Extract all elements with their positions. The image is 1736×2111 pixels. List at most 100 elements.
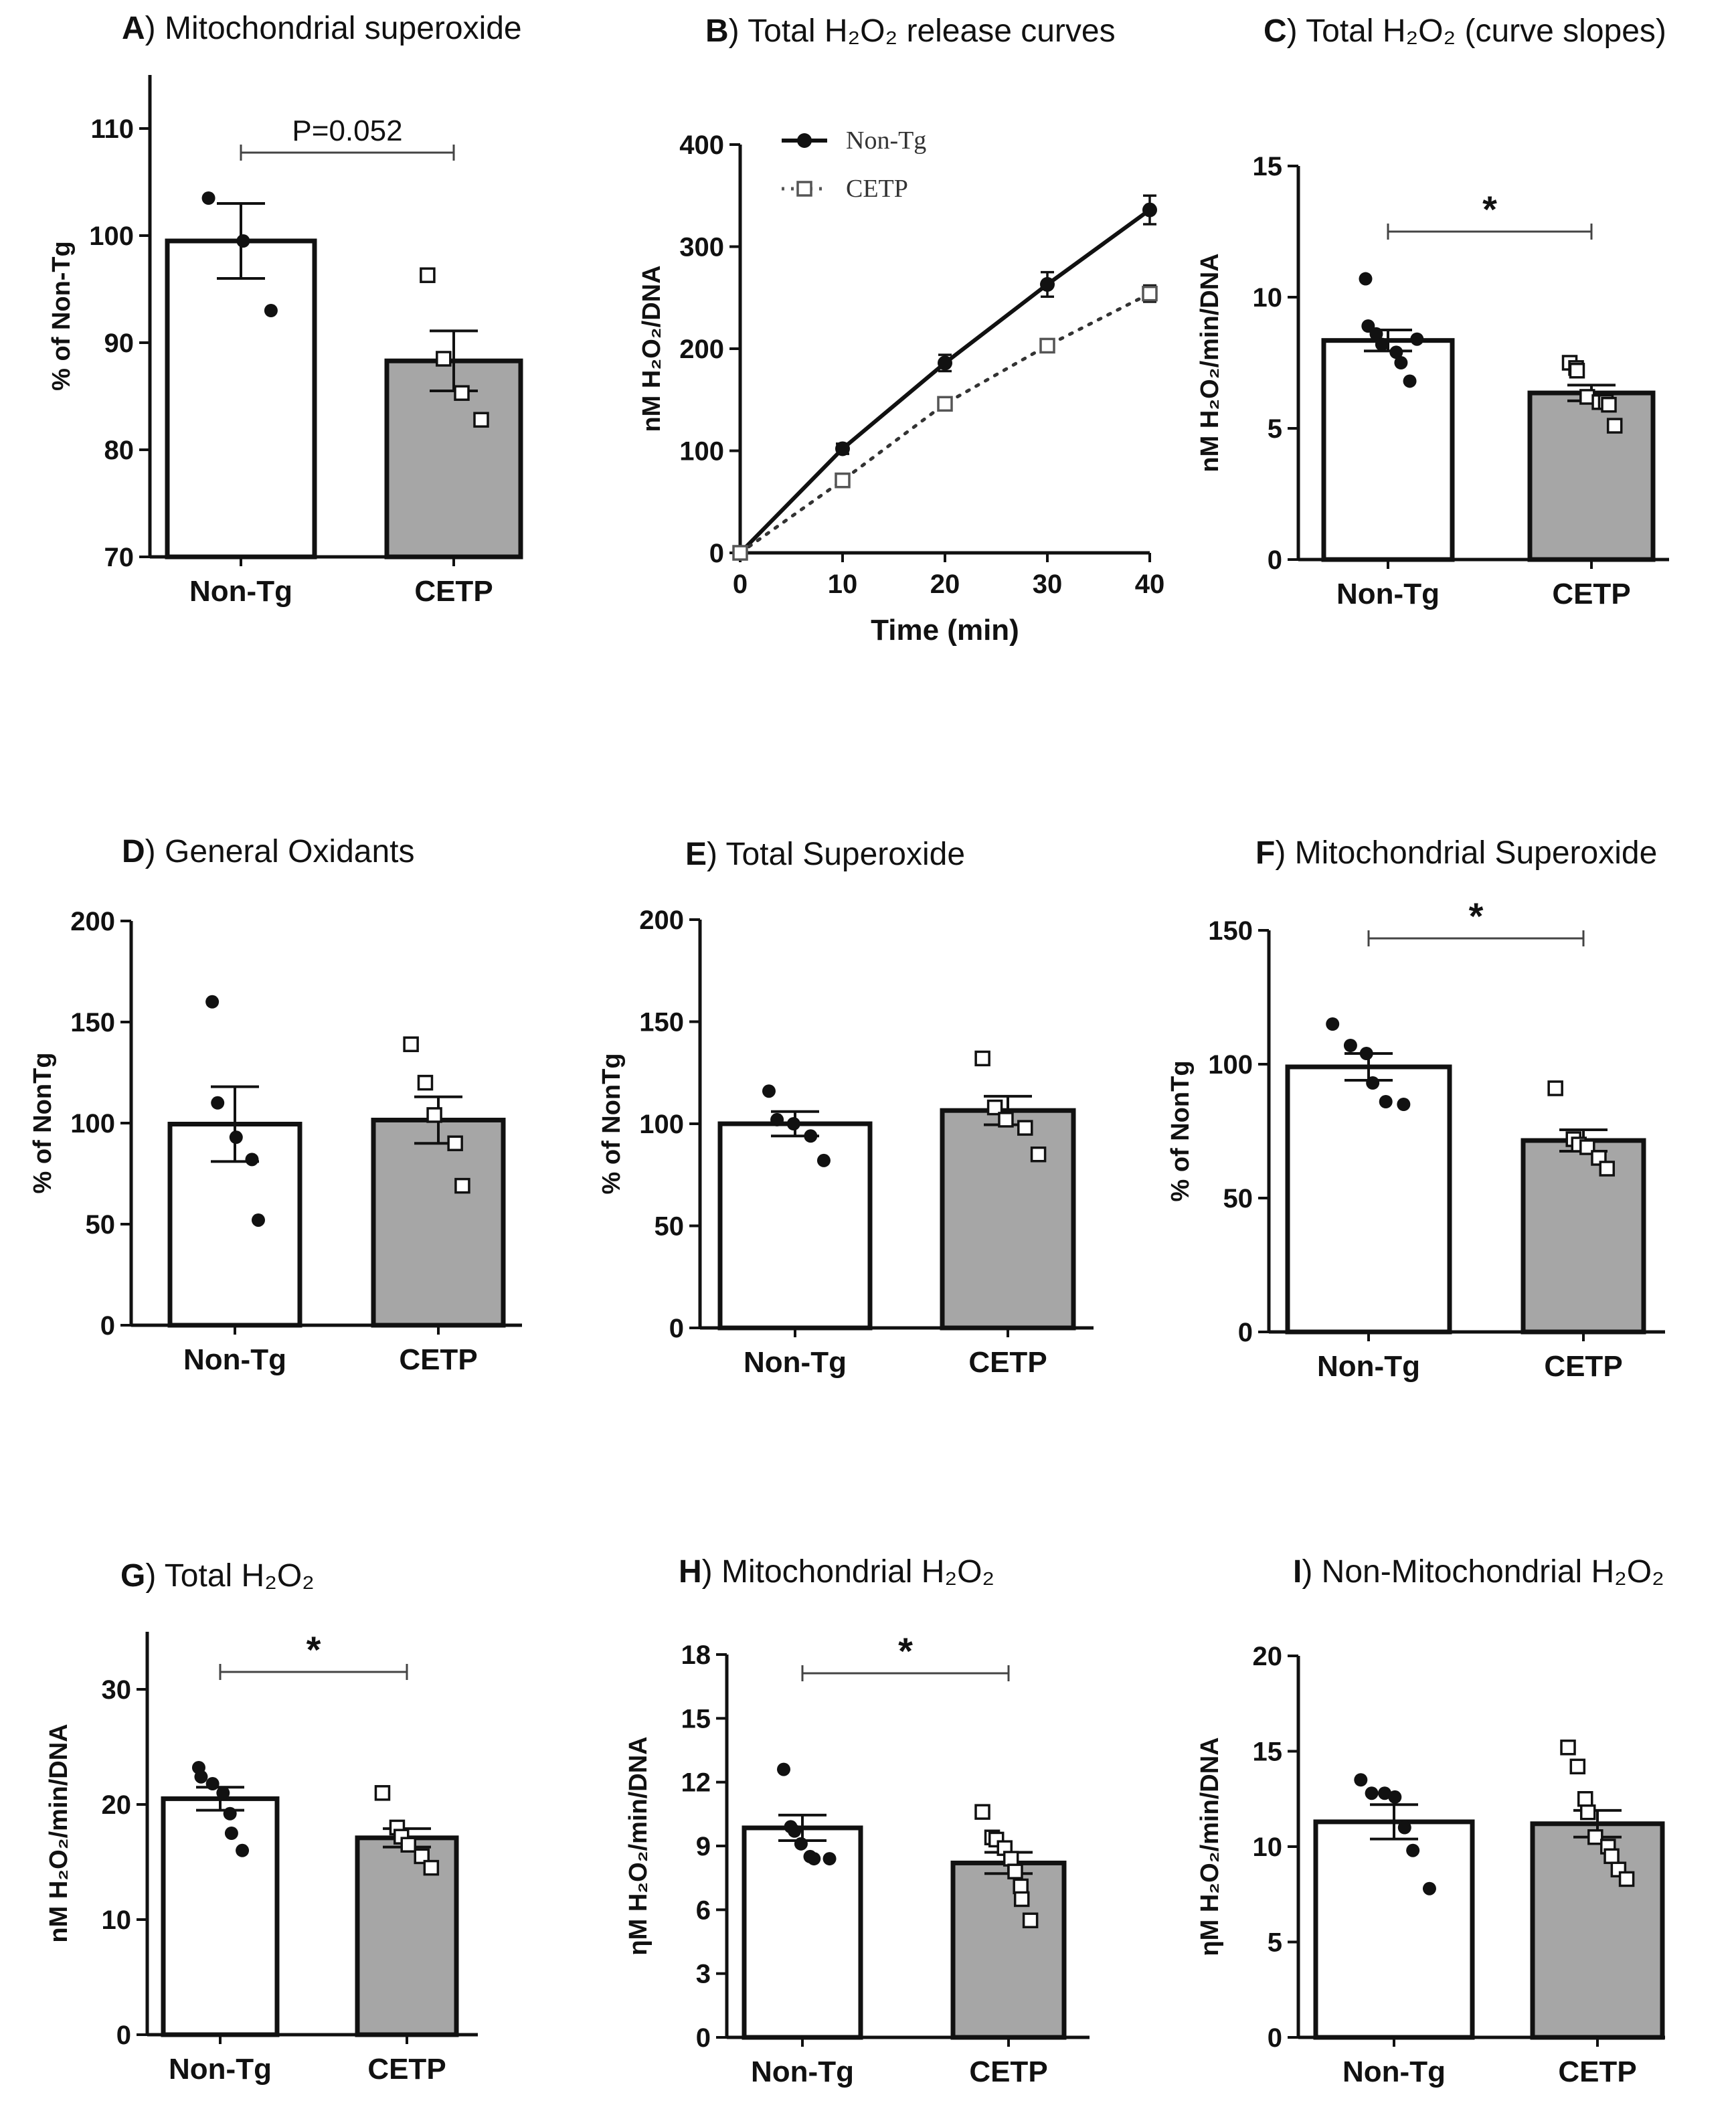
- data-point-non-tg: [1397, 1821, 1411, 1835]
- data-point-non-tg: [201, 191, 215, 205]
- bar-non-tg: [717, 1121, 873, 1331]
- data-point-non-tg: [1365, 1786, 1379, 1800]
- y-axis-label: % of NonTg: [1166, 1060, 1195, 1201]
- x-category-label: Non-Tg: [189, 575, 292, 608]
- data-point-non-tg: [1343, 1039, 1357, 1052]
- y-tick-label: 100: [70, 1109, 115, 1138]
- x-category-label: CETP: [1544, 1350, 1622, 1383]
- panel-letter: E: [685, 837, 707, 872]
- significance-label: P=0.052: [292, 114, 402, 147]
- y-tick-label: 18: [681, 1640, 711, 1670]
- panel-d-general-oxidants: D) General Oxidants 0 50 100 150 200 % of NonT…: [29, 834, 522, 1376]
- x-category-label: CETP: [968, 1346, 1047, 1379]
- data-point-cetp: [1569, 363, 1585, 379]
- series-point-non-tg: [835, 441, 850, 456]
- data-point-non-tg: [816, 1153, 831, 1167]
- data-point-non-tg: [236, 234, 250, 248]
- y-axis-label: nM H₂O₂/DNA: [638, 265, 666, 432]
- data-point-cetp: [1030, 1147, 1047, 1163]
- data-point-cetp: [974, 1804, 990, 1820]
- panel-a-mitochondrial-superoxide: A) Mitochondrial superoxide 70 80 90 100 110%…: [48, 11, 523, 608]
- panel-letter: D: [122, 834, 145, 869]
- x-tick-label: 30: [1033, 570, 1063, 599]
- data-point-non-tg: [251, 1213, 265, 1227]
- data-point-non-tg: [1369, 327, 1383, 341]
- y-tick-label: 30: [102, 1675, 132, 1705]
- data-point-non-tg: [1410, 332, 1424, 346]
- panel-title-text: ) Total Superoxide: [707, 837, 965, 872]
- y-tick-label: 50: [1223, 1184, 1253, 1213]
- significance-label: *: [307, 1628, 321, 1671]
- y-tick-label: 0: [669, 1314, 684, 1343]
- data-point-non-tg: [236, 1843, 250, 1857]
- panel-title-text: ) Total H₂O₂: [145, 1558, 314, 1594]
- y-tick-label: 90: [104, 329, 135, 358]
- y-tick-label: 50: [86, 1210, 116, 1240]
- bar-cetp: [371, 1117, 506, 1328]
- data-point-non-tg: [245, 1153, 259, 1167]
- y-tick-label: 3: [696, 1960, 711, 1989]
- panel-title: E) Total Superoxide: [685, 837, 965, 872]
- y-tick-label: 100: [89, 222, 134, 251]
- data-point-cetp: [436, 351, 452, 367]
- panel-letter: B: [705, 13, 729, 49]
- data-point-non-tg: [1379, 1095, 1393, 1108]
- panel-title-text: ) General Oxidants: [145, 834, 415, 869]
- y-axis-label: nM H₂O₂/min/DNA: [45, 1723, 73, 1942]
- data-point-cetp: [1017, 1120, 1033, 1136]
- panel-title-text: ) Total H₂O₂ release curves: [729, 13, 1116, 49]
- y-axis-label: ηM H₂O₂/min/DNA: [624, 1736, 653, 1955]
- panel-title: F) Mitochondrial Superoxide: [1255, 835, 1657, 871]
- y-tick-label: 15: [1253, 152, 1283, 181]
- panel-e-total-superoxide: E) Total Superoxide 0 50 100 150 200 % of NonT…: [598, 837, 1094, 1379]
- data-point-cetp: [998, 1112, 1014, 1128]
- data-point-non-tg: [205, 995, 220, 1009]
- panel-letter: C: [1264, 13, 1287, 49]
- data-point-non-tg: [1403, 374, 1417, 388]
- y-tick-label: 200: [679, 335, 724, 364]
- bar-non-tg: [161, 1796, 280, 2037]
- x-category-label: CETP: [399, 1343, 477, 1376]
- y-axis-label: % of Non-Tg: [48, 241, 76, 391]
- data-point-non-tg: [1366, 1076, 1380, 1090]
- y-tick-label: 0: [696, 2023, 711, 2053]
- data-point-non-tg: [807, 1852, 821, 1866]
- y-tick-label: 100: [1208, 1050, 1253, 1080]
- x-category-label: CETP: [367, 2053, 446, 2086]
- panel-f-mitochondrial-superoxide: F) Mitochondrial Superoxide 0 50 100 150 % of…: [1166, 835, 1665, 1383]
- panel-i-non-mitochondrial-h2o2: I) Non-Mitochondrial H₂O₂ 0 5 10 15 20 ηM H₂O₂…: [1196, 1554, 1665, 2088]
- y-axis-label: nM H₂O₂/min/DNA: [1196, 253, 1224, 472]
- panel-title: I) Non-Mitochondrial H₂O₂: [1293, 1554, 1664, 1590]
- panel-letter: A: [122, 11, 145, 46]
- series-line-cetp: [738, 292, 1152, 555]
- y-tick-label: 10: [1253, 283, 1283, 313]
- data-point-non-tg: [216, 1786, 230, 1800]
- data-point-cetp: [1022, 1912, 1039, 1928]
- y-tick-label: 300: [679, 233, 724, 262]
- y-tick-label: 100: [639, 1110, 684, 1139]
- x-tick-label: 20: [930, 570, 960, 599]
- panel-title-text: ) Mitochondrial Superoxide: [1275, 835, 1657, 871]
- y-tick-label: 150: [70, 1008, 115, 1037]
- y-axis-label: % of NonTg: [29, 1052, 57, 1193]
- data-point-non-tg: [822, 1852, 837, 1866]
- data-point-cetp: [1579, 1139, 1595, 1155]
- panel-title-text: ) Non-Mitochondrial H₂O₂: [1302, 1554, 1664, 1590]
- y-tick-label: 15: [681, 1704, 711, 1734]
- panel-title: B) Total H₂O₂ release curves: [705, 13, 1116, 49]
- data-point-non-tg: [264, 304, 278, 317]
- data-point-non-tg: [205, 1777, 220, 1791]
- panel-title: C) Total H₂O₂ (curve slopes): [1264, 13, 1666, 49]
- bar-non-tg: [742, 1825, 863, 2040]
- y-tick-label: 5: [1268, 414, 1282, 444]
- y-tick-label: 0: [1268, 2023, 1282, 2053]
- series-line-non-tg: [738, 207, 1152, 555]
- data-point-non-tg: [1388, 1790, 1402, 1804]
- data-point-cetp: [1606, 418, 1623, 434]
- y-tick-label: 400: [679, 131, 724, 160]
- data-point-cetp: [400, 1837, 416, 1853]
- y-tick-label: 200: [639, 906, 684, 935]
- y-tick-label: 20: [102, 1790, 132, 1820]
- series-point-non-tg: [1142, 202, 1157, 218]
